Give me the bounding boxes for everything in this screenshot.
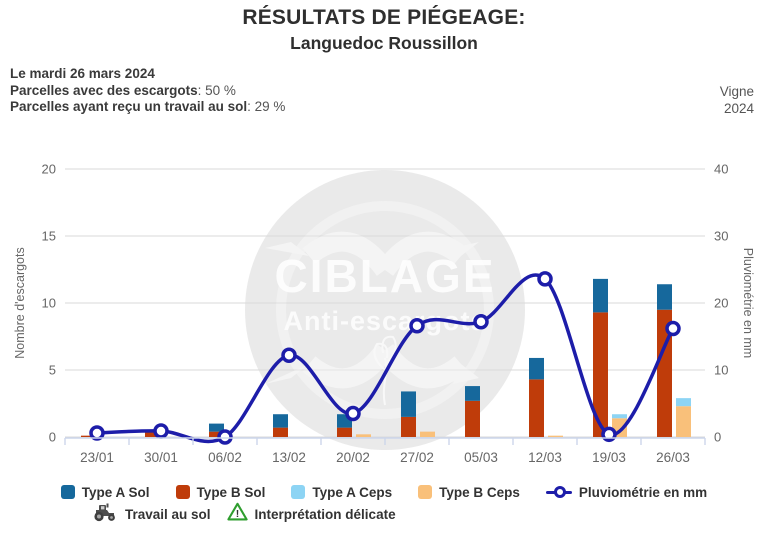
- legend-label: Type B Ceps: [439, 484, 520, 500]
- bar-type-b-sol: [593, 312, 608, 437]
- x-tick-label: 12/03: [528, 450, 562, 465]
- tractor-icon: [92, 502, 118, 527]
- y-right-tick-label: 20: [714, 296, 728, 311]
- bar-type-a-sol: [657, 284, 672, 310]
- rain-marker: [473, 314, 489, 330]
- rain-marker: [217, 429, 233, 445]
- chart-header: RÉSULTATS DE PIÉGEAGE: Languedoc Roussil…: [0, 6, 768, 54]
- summary-block: Le mardi 26 mars 2024 Parcelles avec des…: [10, 66, 285, 116]
- legend-label-interpretation: Interprétation délicate: [254, 506, 396, 522]
- legend-label: Type B Sol: [196, 484, 266, 500]
- rain-marker: [345, 405, 361, 422]
- bar-type-a-ceps: [612, 414, 627, 419]
- x-tick-label: 23/01: [80, 450, 114, 465]
- context-block: Vigne 2024: [720, 83, 754, 117]
- legend-swatch: [175, 485, 190, 499]
- bar-type-b-ceps: [676, 406, 691, 437]
- x-tick-label: 20/02: [336, 450, 370, 465]
- legend-label: Type A Ceps: [312, 484, 393, 500]
- bar-type-b-ceps: [356, 434, 371, 437]
- bar-type-a-sol: [273, 414, 288, 428]
- bar-type-a-sol: [401, 391, 416, 417]
- rain-marker: [537, 271, 553, 287]
- summary-stat-travail: Parcelles ayant reçu un travail au sol: …: [10, 99, 286, 114]
- x-tick-label: 26/03: [656, 450, 690, 465]
- bar-type-a-ceps: [676, 398, 691, 407]
- y-axes: 0 5 10 15 20 0 10 20 30 40 Nombre d'escargots Pluvi…: [13, 162, 755, 445]
- page-title: RÉSULTATS DE PIÉGEAGE:: [242, 6, 526, 29]
- bar-type-a-sol: [209, 423, 224, 432]
- y-right-tick-label: 30: [714, 229, 728, 244]
- summary-stat-escargots: Parcelles avec des escargots: 50 %: [10, 82, 236, 98]
- bar-type-b-sol: [401, 416, 416, 437]
- rain-marker: [153, 423, 169, 439]
- y-right-tick-label: 0: [714, 430, 721, 445]
- bar-type-a-sol: [593, 278, 608, 313]
- rain-marker: [89, 425, 105, 441]
- bar-type-a-sol: [465, 386, 480, 401]
- legend-swatch: [60, 485, 75, 499]
- legend-item-travail-au-sol: Travail au sol: [92, 502, 211, 527]
- x-axis: 23/01 30/01 06/02 13/02 20/02 27/02 05/03 12/03…: [64, 437, 706, 465]
- y-left-tick-label: 0: [49, 430, 56, 445]
- legend-item-pluviometrie[interactable]: Pluviométrie en mm: [545, 484, 708, 500]
- warning-triangle-icon: !: [226, 502, 248, 526]
- rain-line: [95, 273, 675, 444]
- bar-type-b-sol: [465, 400, 480, 437]
- y-left-tick-label: 20: [42, 162, 56, 177]
- y-left-tick-label: 15: [42, 229, 56, 244]
- y-right-axis-title: Pluviométrie en mm: [741, 248, 755, 358]
- x-tick-label: 27/02: [400, 450, 434, 465]
- rain-marker: [409, 318, 425, 334]
- legend-item-type-a-sol[interactable]: Type A Sol: [60, 484, 150, 500]
- bar-type-b-sol: [145, 430, 160, 437]
- svg-text:CIBLAGE: CIBLAGE: [275, 250, 496, 302]
- bar-type-a-sol: [529, 357, 544, 380]
- context-year: 2024: [723, 101, 754, 116]
- context-crop: Vigne: [719, 84, 754, 99]
- rain-marker: [665, 320, 681, 337]
- x-tick-label: 06/02: [208, 450, 242, 465]
- bar-type-b-ceps: [420, 431, 435, 437]
- legend-swatch: [418, 485, 433, 499]
- svg-text:!: !: [235, 508, 239, 520]
- bar-type-b-sol: [209, 431, 224, 437]
- bar-type-b-sol: [273, 427, 288, 437]
- legend: Type A Sol Type B Sol Type A Ceps Type B Ce…: [0, 483, 768, 525]
- summary-date: Le mardi 26 mars 2024: [10, 66, 155, 81]
- x-tick-label: 19/03: [592, 450, 626, 465]
- rain-marker: [281, 347, 297, 364]
- x-tick-label: 05/03: [464, 450, 498, 465]
- legend-row-extra: Travail au sol ! Interprétation délicate: [92, 502, 768, 527]
- y-left-tick-label: 10: [42, 296, 56, 311]
- legend-item-type-b-ceps[interactable]: Type B Ceps: [418, 485, 520, 500]
- legend-item-type-b-sol[interactable]: Type B Sol: [175, 484, 266, 500]
- legend-label-travail: Travail au sol: [125, 506, 211, 522]
- legend-label: Type A Sol: [81, 484, 150, 500]
- y-left-tick-label: 5: [49, 363, 56, 378]
- y-right-tick-label: 10: [714, 363, 728, 378]
- x-tick-label: 13/02: [272, 450, 306, 465]
- page-subtitle: Languedoc Roussillon: [290, 33, 478, 53]
- x-tick-label: 30/01: [144, 450, 178, 465]
- y-right-tick-label: 40: [714, 162, 728, 177]
- legend-swatch: [291, 485, 306, 499]
- legend-item-interpretation: ! Interprétation délicate: [226, 502, 396, 526]
- legend-item-type-a-ceps[interactable]: Type A Ceps: [291, 485, 392, 500]
- bar-type-b-ceps: [548, 435, 563, 437]
- y-left-axis-title: Nombre d'escargots: [13, 247, 27, 358]
- legend-label: Pluviométrie en mm: [578, 484, 708, 500]
- line-marker-icon: [545, 485, 572, 499]
- bar-type-b-sol: [337, 427, 352, 437]
- bar-type-b-sol: [81, 435, 96, 437]
- bar-type-b-sol: [529, 379, 544, 437]
- legend-row-series: Type A Sol Type B Sol Type A Ceps Type B Ce…: [0, 483, 768, 501]
